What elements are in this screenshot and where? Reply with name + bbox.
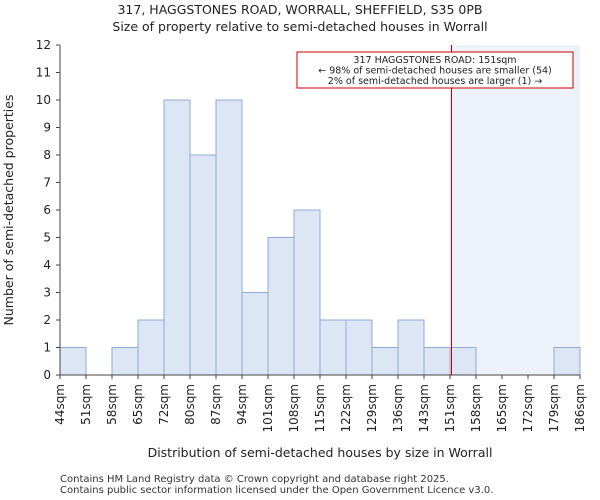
x-tick-label: 186sqm <box>573 384 587 432</box>
y-axis-label: Number of semi-detached properties <box>1 95 16 326</box>
y-tick-label: 11 <box>36 66 51 80</box>
bar-72sqm <box>163 99 191 376</box>
x-tick-label: 65sqm <box>131 384 145 425</box>
x-tick-label: 101sqm <box>261 384 275 432</box>
x-tick-label: 165sqm <box>495 384 509 432</box>
x-tick-label: 143sqm <box>417 384 431 432</box>
x-tick-label: 151sqm <box>443 384 457 432</box>
y-tick-label: 1 <box>43 341 51 355</box>
annotation-property-label: 317 HAGGSTONES ROAD: 151sqm <box>353 55 516 66</box>
bar-65sqm <box>137 319 165 376</box>
annotation-box <box>296 51 574 89</box>
x-tick-label: 80sqm <box>183 384 197 425</box>
highlight-region <box>450 45 580 375</box>
x-tick-label: 122sqm <box>339 384 353 432</box>
annotation-smaller-text: ← 98% of semi-detached houses are smalle… <box>318 66 552 77</box>
bar-151sqm <box>449 347 477 376</box>
y-tick-label: 3 <box>43 286 51 300</box>
y-tick-label: 2 <box>43 313 51 327</box>
x-tick-label: 51sqm <box>79 384 93 425</box>
y-tick-label: 0 <box>43 368 51 382</box>
chart-title: 317, HAGGSTONES ROAD, WORRALL, SHEFFIELD… <box>117 2 483 17</box>
footer-copyright: Contains HM Land Registry data © Crown c… <box>60 474 449 485</box>
bar-115sqm <box>319 319 347 376</box>
y-tick-label: 9 <box>43 121 51 135</box>
y-tick-label: 6 <box>43 203 51 217</box>
x-axis-label: Distribution of semi-detached houses by … <box>148 445 493 460</box>
bar-129sqm <box>371 347 399 376</box>
y-tick-label: 4 <box>43 258 51 272</box>
bar-122sqm <box>345 319 373 376</box>
x-tick-label: 58sqm <box>105 384 119 425</box>
bar-143sqm <box>423 347 451 376</box>
y-tick-label: 7 <box>43 176 51 190</box>
bar-44sqm <box>59 347 87 376</box>
y-tick-label: 5 <box>43 231 51 245</box>
x-tick-label: 179sqm <box>547 384 561 432</box>
bar-108sqm <box>293 209 321 376</box>
bar-87sqm <box>215 99 243 376</box>
footer-licence: Contains public sector information licen… <box>60 485 494 496</box>
bar-94sqm <box>241 292 269 376</box>
x-tick-label: 87sqm <box>209 384 223 425</box>
bar-101sqm <box>267 237 295 376</box>
x-tick-label: 115sqm <box>313 384 327 432</box>
bar-80sqm <box>189 154 217 376</box>
y-tick-label: 12 <box>36 38 51 52</box>
x-tick-label: 72sqm <box>157 384 171 425</box>
x-tick-label: 108sqm <box>287 384 301 432</box>
x-tick-label: 44sqm <box>53 384 67 425</box>
chart-subtitle: Size of property relative to semi-detach… <box>112 19 488 34</box>
x-tick-label: 172sqm <box>521 384 535 432</box>
x-tick-label: 136sqm <box>391 384 405 432</box>
y-tick-label: 8 <box>43 148 51 162</box>
annotation-larger-text: 2% of semi-detached houses are larger (1… <box>328 76 542 87</box>
y-tick-label: 10 <box>36 93 51 107</box>
x-tick-label: 158sqm <box>469 384 483 432</box>
x-tick-label: 129sqm <box>365 384 379 432</box>
bar-58sqm <box>111 347 139 376</box>
bar-179sqm <box>553 347 581 376</box>
bar-136sqm <box>397 319 425 376</box>
x-tick-label: 94sqm <box>235 384 249 425</box>
